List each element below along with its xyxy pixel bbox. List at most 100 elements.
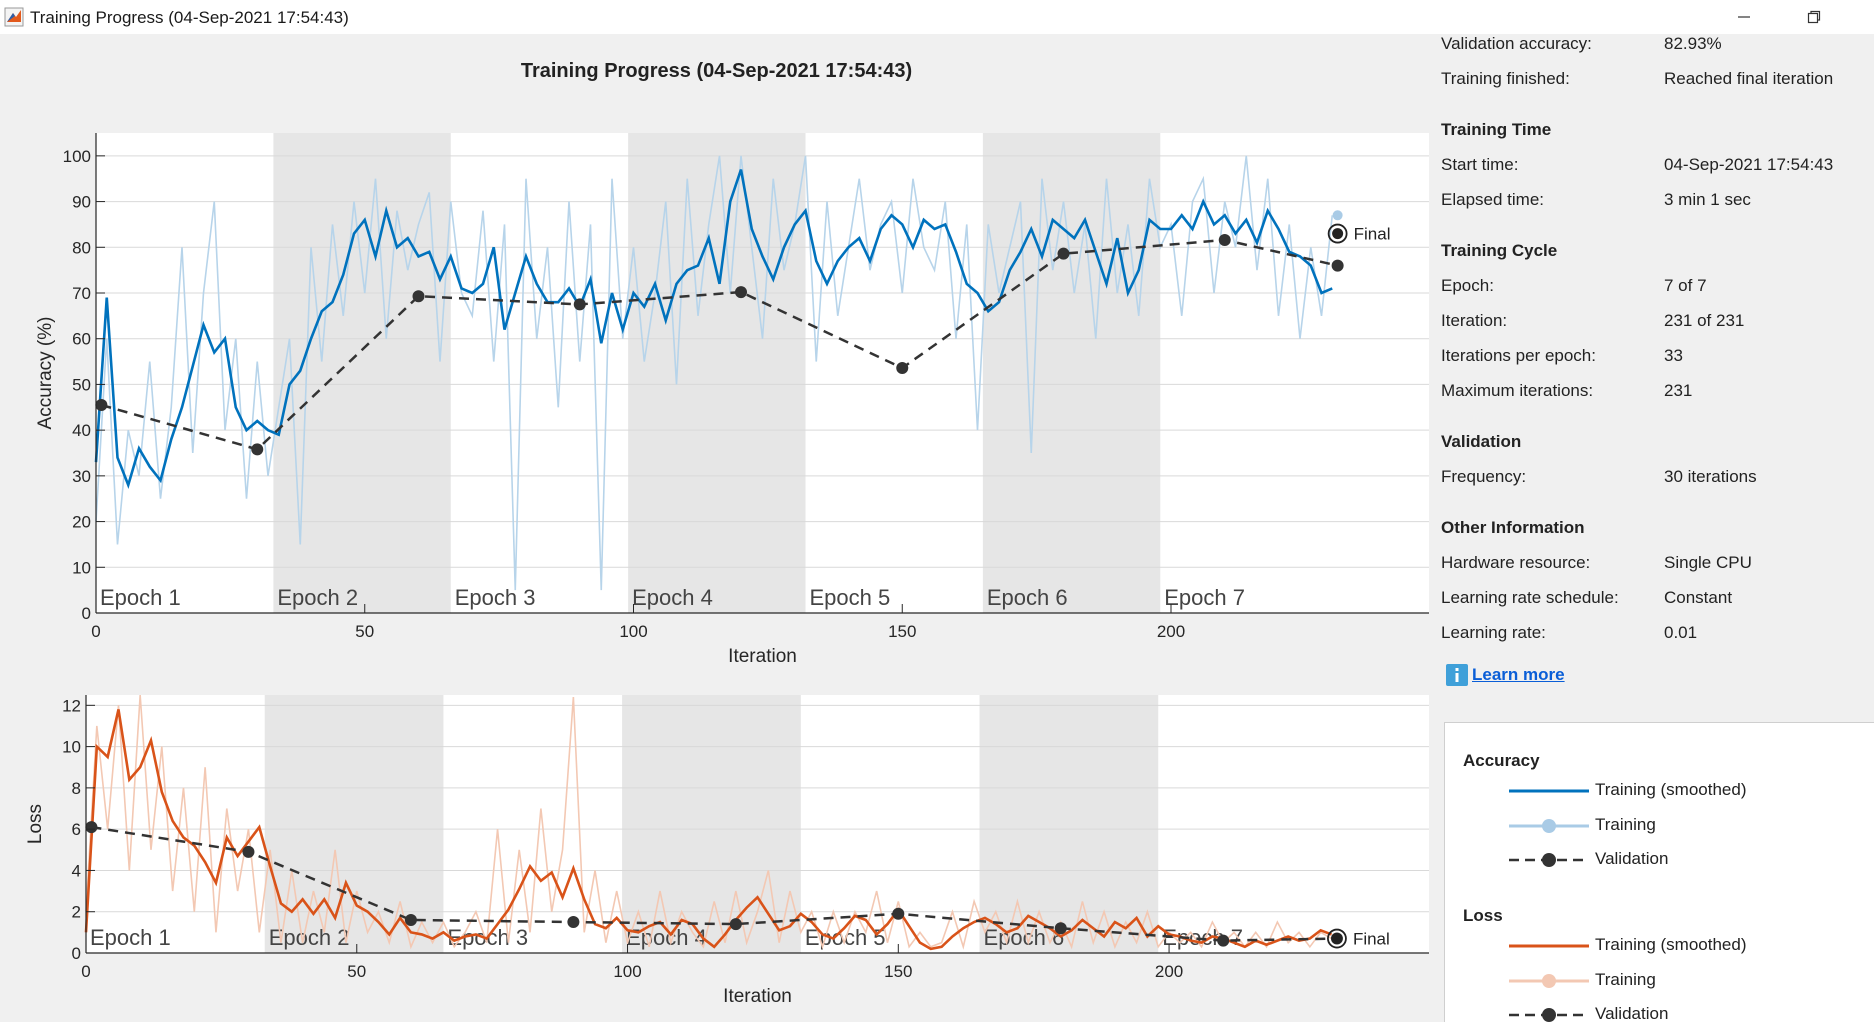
acc-epoch-label-4: Epoch 4 (632, 585, 713, 610)
elapsed-time-label: Elapsed time: (1441, 190, 1544, 209)
acc-xtick-label: 50 (355, 622, 374, 641)
start-time-label: Start time: (1441, 155, 1519, 174)
loss-final-dot (1331, 933, 1343, 945)
acc-validation-point (251, 443, 264, 456)
maximum-iterations-label: Maximum iterations: (1441, 381, 1594, 400)
restore-icon (1807, 10, 1821, 24)
loss-chart: Epoch 1 Epoch 2 Epoch 3 Epoch 4 Epoch 5 Epoch… (25, 694, 1429, 1007)
acc-ytick-label: 40 (72, 421, 91, 440)
legend-acc-smoothed-label: Training (smoothed) (1595, 780, 1747, 799)
legend-loss-validation-label: Validation (1595, 1004, 1669, 1022)
minimize-button[interactable] (1716, 0, 1772, 34)
acc-final-dot (1332, 228, 1344, 240)
legend-acc-training-label: Training (1595, 815, 1656, 834)
matlab-icon (4, 7, 24, 27)
loss-xtick-label: 100 (613, 962, 641, 981)
legend-loss-smoothed-label: Training (smoothed) (1595, 935, 1747, 954)
learn-more[interactable]: Learn more (1446, 664, 1565, 686)
acc-epoch-label-2: Epoch 2 (277, 585, 358, 610)
acc-validation-point (95, 399, 108, 411)
learning-rate-value: 0.01 (1664, 623, 1698, 642)
learning-rate-label: Learning rate: (1441, 623, 1546, 642)
frequency-label: Frequency: (1441, 467, 1527, 486)
acc-validation-point (896, 361, 909, 374)
iterations-per-epoch-label: Iterations per epoch: (1441, 346, 1596, 365)
frequency-value: 30 iterations (1664, 467, 1757, 486)
legend-acc-validation-swatch (1509, 853, 1589, 867)
legend-loss-training-label: Training (1595, 970, 1656, 989)
acc-ylabel: Accuracy (%) (35, 317, 56, 430)
loss-ytick-label: 6 (72, 820, 81, 839)
iteration-label: Iteration: (1441, 311, 1508, 330)
training-finished-value: Reached final iteration (1664, 69, 1834, 88)
acc-final-label: Final (1354, 225, 1391, 244)
loss-final-marker (1327, 928, 1347, 949)
legend-panel: Accuracy Training (smoothed) Training Va… (1444, 722, 1874, 1022)
acc-ytick-label: 10 (72, 558, 91, 577)
loss-validation-point (1217, 934, 1230, 947)
acc-ytick-label: 0 (82, 604, 91, 623)
acc-epoch-label-6: Epoch 6 (987, 585, 1068, 610)
loss-ytick-label: 12 (62, 696, 81, 715)
acc-xtick-label: 200 (1157, 622, 1185, 641)
acc-ytick-label: 90 (72, 193, 91, 212)
legend-acc-smoothed-swatch (1509, 789, 1589, 793)
legend-loss-smoothed-swatch (1509, 944, 1589, 948)
acc-smoothed-line (94, 169, 1333, 490)
plot-title: Training Progress (04-Sep-2021 17:54:43) (520, 60, 913, 82)
acc-ytick-label: 80 (72, 238, 91, 257)
iterations-per-epoch-value: 33 (1664, 346, 1683, 365)
start-time-value: 04-Sep-2021 17:54:43 (1664, 155, 1834, 174)
hardware-resource-value: Single CPU (1664, 553, 1752, 572)
elapsed-time-value: 3 min 1 sec (1664, 190, 1751, 209)
info-icon (1446, 664, 1468, 686)
validation-accuracy-label: Validation accuracy: (1441, 34, 1592, 53)
acc-ytick-label: 60 (72, 330, 91, 349)
maximum-iterations-value: 231 (1664, 381, 1693, 400)
accuracy-chart: Epoch 1 Epoch 2 Epoch 3 Epoch 4 Epoch 5 Epoch… (35, 133, 1429, 667)
loss-epoch-band-6 (979, 695, 1159, 953)
acc-ytick-label: 20 (72, 513, 91, 532)
loss-xtick-label: 200 (1155, 962, 1183, 981)
training-time-heading: Training Time (1441, 120, 1552, 139)
acc-validation-line (101, 238, 1338, 451)
acc-epoch-label-7: Epoch 7 (1164, 585, 1245, 610)
loss-validation-point (567, 916, 580, 929)
loss-validation-point (242, 845, 255, 858)
loss-xlabel: Iteration (723, 986, 792, 1007)
legend-acc-training-swatch (1509, 819, 1589, 833)
acc-validation-point (1057, 247, 1070, 260)
learn-more-link[interactable]: Learn more (1472, 665, 1565, 684)
minimize-icon (1738, 16, 1750, 18)
loss-validation-line (91, 825, 1337, 942)
validation-accuracy-value: 82.93% (1664, 34, 1722, 53)
loss-validation-point (892, 907, 905, 920)
acc-ytick-label: 70 (72, 284, 91, 303)
acc-validation-point (1331, 259, 1344, 272)
restore-button[interactable] (1786, 0, 1842, 34)
acc-final-marker (1327, 223, 1348, 244)
legend-loss-validation-swatch (1509, 1008, 1589, 1022)
hardware-resource-label: Hardware resource: (1441, 553, 1591, 572)
acc-ytick-label: 30 (72, 467, 91, 486)
acc-epoch-label-5: Epoch 5 (810, 585, 891, 610)
acc-epoch-band-2 (273, 133, 451, 613)
acc-training-line (95, 155, 1334, 591)
loss-smoothed-line (84, 709, 1332, 951)
loss-ytick-label: 10 (62, 738, 81, 757)
acc-epoch-band-6 (982, 133, 1161, 613)
legend-loss-training-swatch (1509, 974, 1589, 988)
epoch-value: 7 of 7 (1664, 276, 1707, 295)
learning-rate-schedule-value: Constant (1664, 588, 1733, 607)
legend-loss-heading: Loss (1463, 906, 1503, 925)
loss-validation-point (1054, 922, 1067, 935)
acc-validation-point (735, 286, 747, 299)
loss-ytick-label: 0 (72, 944, 81, 963)
acc-ytick-label: 100 (63, 147, 91, 166)
training-info-panel: Validation accuracy: 82.93% Training fin… (1440, 34, 1874, 1021)
acc-validation-point (1218, 233, 1231, 246)
acc-epoch-band-4 (628, 133, 806, 613)
loss-ylabel: Loss (25, 804, 46, 844)
loss-xtick-label: 0 (81, 962, 90, 981)
epoch-label: Epoch: (1441, 276, 1494, 295)
